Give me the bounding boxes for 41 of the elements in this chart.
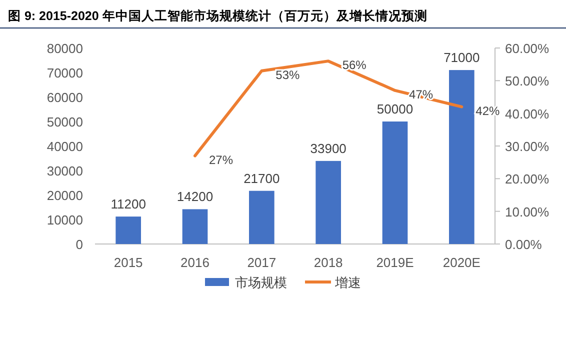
y-tick-label: 0: [76, 237, 83, 252]
data-label: 21700: [244, 170, 280, 186]
y2-tick-label: 20.00%: [505, 172, 550, 187]
x-tick-label: 2019E: [376, 255, 414, 270]
x-tick-label: 2016: [180, 255, 210, 270]
y-tick-label: 10000: [46, 212, 83, 228]
data-label: 33900: [310, 140, 346, 156]
y-tick-label: 80000: [46, 41, 83, 56]
y2-tick-label: 40.00%: [505, 106, 550, 122]
y2-tick-label: 30.00%: [505, 139, 550, 154]
y2-tick-label: 0.00%: [505, 237, 542, 252]
bar: [449, 70, 474, 244]
legend-label: 市场规模: [235, 275, 287, 290]
bar: [116, 216, 141, 244]
y2-tick-label: 60.00%: [505, 41, 550, 56]
y-tick-label: 20000: [46, 188, 83, 203]
data-label: 56%: [342, 58, 367, 72]
x-tick-label: 2017: [247, 255, 276, 270]
data-label: 42%: [476, 104, 500, 118]
y-tick-label: 70000: [46, 66, 83, 80]
legend-label: 增速: [334, 275, 361, 290]
data-label: 53%: [276, 68, 300, 82]
bar: [382, 122, 408, 244]
data-label: 11200: [110, 196, 146, 212]
chart-title: 图 9: 2015-2020 年中国人工智能市场规模统计（百万元）及增长情况预测: [8, 8, 428, 23]
y-tick-label: 60000: [46, 90, 83, 105]
data-label: 14200: [176, 189, 214, 204]
y-tick-label: 50000: [46, 114, 83, 130]
y2-tick-label: 50.00%: [505, 74, 550, 89]
data-label: 71000: [444, 50, 480, 66]
bar: [249, 190, 274, 244]
y-tick-label: 30000: [46, 164, 83, 178]
data-label: 50000: [376, 102, 414, 116]
y2-tick-label: 10.00%: [505, 204, 550, 220]
x-tick-label: 2020E: [442, 255, 481, 270]
bar: [182, 209, 208, 244]
bar: [316, 160, 341, 244]
x-tick-label: 2018: [314, 255, 343, 270]
x-tick-label: 2015: [114, 255, 143, 270]
data-label: 27%: [209, 152, 234, 167]
y-tick-label: 40000: [46, 139, 83, 154]
